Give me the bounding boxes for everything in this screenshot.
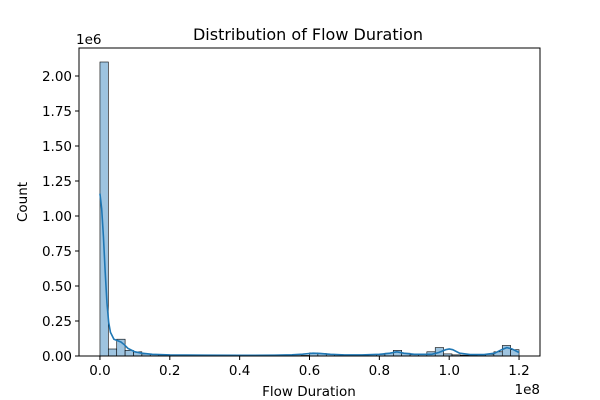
y-tick-label: 0.00 xyxy=(42,349,72,365)
chart-title: Distribution of Flow Duration xyxy=(193,25,423,44)
y-axis-label: Count xyxy=(15,182,31,222)
x-offset-label: 1e8 xyxy=(515,382,540,398)
histogram-bar xyxy=(108,348,118,357)
x-tick-label: 0.2 xyxy=(159,363,180,379)
x-tick-label: 0.4 xyxy=(229,363,250,379)
x-tick-label: 0.0 xyxy=(89,363,110,379)
y-tick-label: 1.50 xyxy=(42,139,72,155)
y-offset-label: 1e6 xyxy=(76,32,101,48)
plot-frame xyxy=(78,47,541,357)
y-tick-label: 2.00 xyxy=(42,69,72,85)
y-tick-label: 0.50 xyxy=(42,279,72,295)
x-tick-label: 0.6 xyxy=(299,363,320,379)
y-tick-label: 1.25 xyxy=(42,174,72,190)
y-axis-ticks: 0.00 0.25 0.50 0.75 1.00 1.25 1.50 1.75 2.00 xyxy=(42,69,79,365)
y-tick-label: 0.25 xyxy=(42,314,72,330)
x-tick-label: 0.8 xyxy=(369,363,390,379)
x-axis-label: Flow Duration xyxy=(262,384,356,400)
kde-curve-group xyxy=(99,193,520,357)
x-axis-ticks: 0.0 0.2 0.4 0.6 0.8 1.0 1.2 xyxy=(89,356,530,379)
x-tick-label: 1.0 xyxy=(438,363,459,379)
y-tick-label: 1.00 xyxy=(42,209,72,225)
kde-curve xyxy=(99,193,520,357)
x-tick-label: 1.2 xyxy=(508,363,529,379)
y-tick-label: 1.75 xyxy=(42,104,72,120)
y-tick-label: 0.75 xyxy=(42,244,72,260)
histogram-bars xyxy=(99,61,520,357)
